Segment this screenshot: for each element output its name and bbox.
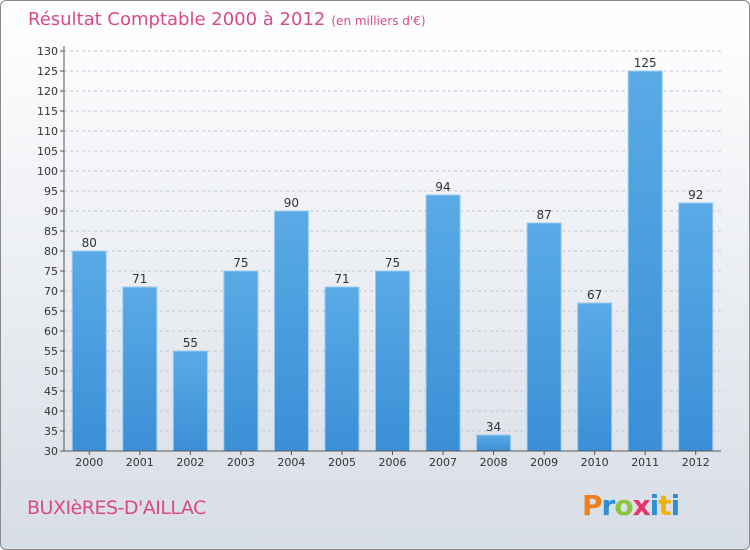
data-label: 92 bbox=[688, 188, 703, 202]
y-tick-label: 85 bbox=[44, 225, 58, 238]
logo-letter: r bbox=[601, 489, 616, 522]
bar bbox=[577, 302, 613, 452]
logo-letter: P bbox=[582, 489, 603, 522]
bar bbox=[71, 250, 107, 452]
chart-title-text: Résultat Comptable 2000 à 2012 bbox=[28, 9, 326, 30]
y-tick-label: 30 bbox=[44, 445, 58, 458]
data-label: 90 bbox=[284, 196, 299, 210]
y-axis-ticks: 30 35 40 45 50 55 60 65 70 75 80 85 90 95 100 105 110 115… bbox=[37, 45, 64, 458]
x-tick-label: 2011 bbox=[631, 456, 659, 469]
data-label: 125 bbox=[634, 56, 657, 70]
value-labels: 80 71 55 75 90 71 75 94 34 87 67 125 92 bbox=[82, 56, 704, 434]
y-tick-label: 95 bbox=[44, 185, 58, 198]
data-label: 67 bbox=[587, 288, 602, 302]
bar bbox=[375, 270, 410, 452]
commune-name: BUXIèRES-D'AILLAC bbox=[27, 497, 206, 519]
bar bbox=[627, 70, 663, 452]
y-tick-label: 70 bbox=[44, 285, 58, 298]
data-label: 71 bbox=[132, 272, 147, 286]
chart-subtitle: (en milliers d'€) bbox=[331, 14, 426, 28]
y-tick-label: 65 bbox=[44, 305, 58, 318]
chart-title: Résultat Comptable 2000 à 2012 (en millie… bbox=[28, 9, 426, 30]
x-tick-label: 2001 bbox=[126, 456, 154, 469]
y-tick-label: 35 bbox=[44, 425, 58, 438]
y-tick-label: 75 bbox=[44, 265, 58, 278]
y-tick-label: 115 bbox=[37, 105, 58, 118]
data-label: 34 bbox=[486, 420, 501, 434]
y-tick-label: 45 bbox=[44, 385, 58, 398]
logo-letter: i bbox=[670, 489, 681, 522]
bar bbox=[678, 202, 714, 452]
y-tick-label: 40 bbox=[44, 405, 58, 418]
bar bbox=[476, 434, 512, 452]
data-label: 55 bbox=[183, 336, 198, 350]
y-tick-label: 105 bbox=[37, 145, 58, 158]
bar bbox=[526, 222, 562, 452]
data-label: 75 bbox=[233, 256, 248, 270]
bar bbox=[122, 286, 158, 452]
bar bbox=[324, 286, 360, 452]
bar bbox=[273, 210, 309, 452]
x-tick-label: 2010 bbox=[581, 456, 609, 469]
y-tick-label: 125 bbox=[37, 65, 58, 78]
bars bbox=[71, 70, 714, 452]
y-tick-label: 60 bbox=[44, 325, 58, 338]
x-tick-label: 2006 bbox=[379, 456, 407, 469]
bar bbox=[172, 350, 208, 452]
x-tick-label: 2002 bbox=[176, 456, 204, 469]
proxiti-logo[interactable]: Proxiti bbox=[582, 489, 681, 522]
logo-letter: i bbox=[649, 489, 660, 522]
bar bbox=[425, 194, 461, 452]
bar bbox=[223, 270, 259, 452]
x-tick-label: 2007 bbox=[429, 456, 457, 469]
y-tick-label: 110 bbox=[37, 125, 58, 138]
logo-letter: o bbox=[614, 489, 633, 522]
x-tick-label: 2008 bbox=[480, 456, 508, 469]
x-tick-label: 2009 bbox=[530, 456, 558, 469]
data-label: 80 bbox=[82, 236, 97, 250]
data-label: 75 bbox=[385, 256, 400, 270]
y-tick-label: 50 bbox=[44, 365, 58, 378]
y-tick-label: 120 bbox=[37, 85, 58, 98]
logo-letter: x bbox=[632, 489, 651, 522]
x-axis-ticks: 2000 2001 2002 2003 2004 2005 2006 2007 2008 2009… bbox=[75, 451, 710, 469]
y-tick-label: 90 bbox=[44, 205, 58, 218]
y-tick-label: 55 bbox=[44, 345, 58, 358]
y-tick-label: 100 bbox=[37, 165, 58, 178]
data-label: 94 bbox=[435, 180, 450, 194]
x-tick-label: 2005 bbox=[328, 456, 356, 469]
x-tick-label: 2003 bbox=[227, 456, 255, 469]
y-tick-label: 130 bbox=[37, 45, 58, 58]
x-tick-label: 2000 bbox=[75, 456, 103, 469]
y-tick-label: 80 bbox=[44, 245, 58, 258]
x-tick-label: 2004 bbox=[277, 456, 305, 469]
logo-letter: t bbox=[658, 489, 671, 522]
data-label: 71 bbox=[334, 272, 349, 286]
data-label: 87 bbox=[536, 208, 551, 222]
x-tick-label: 2012 bbox=[682, 456, 710, 469]
